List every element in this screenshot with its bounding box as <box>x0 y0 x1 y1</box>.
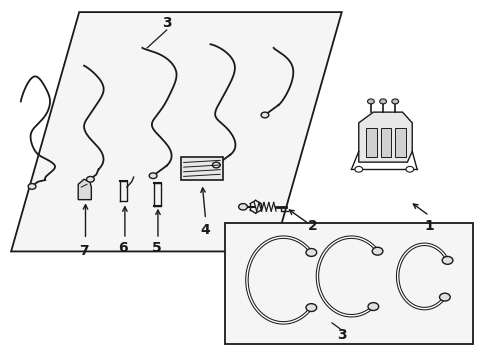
Circle shape <box>391 99 398 104</box>
Bar <box>181 157 222 180</box>
Circle shape <box>261 112 268 118</box>
Circle shape <box>305 248 316 256</box>
Text: 2: 2 <box>307 220 317 233</box>
Text: 3: 3 <box>336 328 346 342</box>
Circle shape <box>212 162 220 168</box>
Circle shape <box>354 166 362 172</box>
Bar <box>380 128 390 157</box>
Circle shape <box>86 176 94 182</box>
Circle shape <box>405 166 413 172</box>
Polygon shape <box>358 112 411 162</box>
Text: 1: 1 <box>424 220 433 233</box>
Text: 6: 6 <box>118 241 127 255</box>
Circle shape <box>367 303 378 310</box>
Text: 4: 4 <box>200 223 210 237</box>
Circle shape <box>305 303 316 311</box>
Circle shape <box>28 184 36 189</box>
Text: 7: 7 <box>79 244 89 258</box>
Circle shape <box>441 256 452 264</box>
Text: 3: 3 <box>162 16 171 30</box>
Polygon shape <box>224 223 472 344</box>
Circle shape <box>367 99 373 104</box>
Bar <box>366 128 376 157</box>
Text: 5: 5 <box>152 241 162 255</box>
Bar <box>394 128 405 157</box>
Circle shape <box>149 173 157 179</box>
Circle shape <box>439 293 449 301</box>
Circle shape <box>379 99 386 104</box>
Polygon shape <box>78 179 91 200</box>
Circle shape <box>238 203 247 210</box>
Polygon shape <box>11 12 341 251</box>
Circle shape <box>371 247 382 255</box>
